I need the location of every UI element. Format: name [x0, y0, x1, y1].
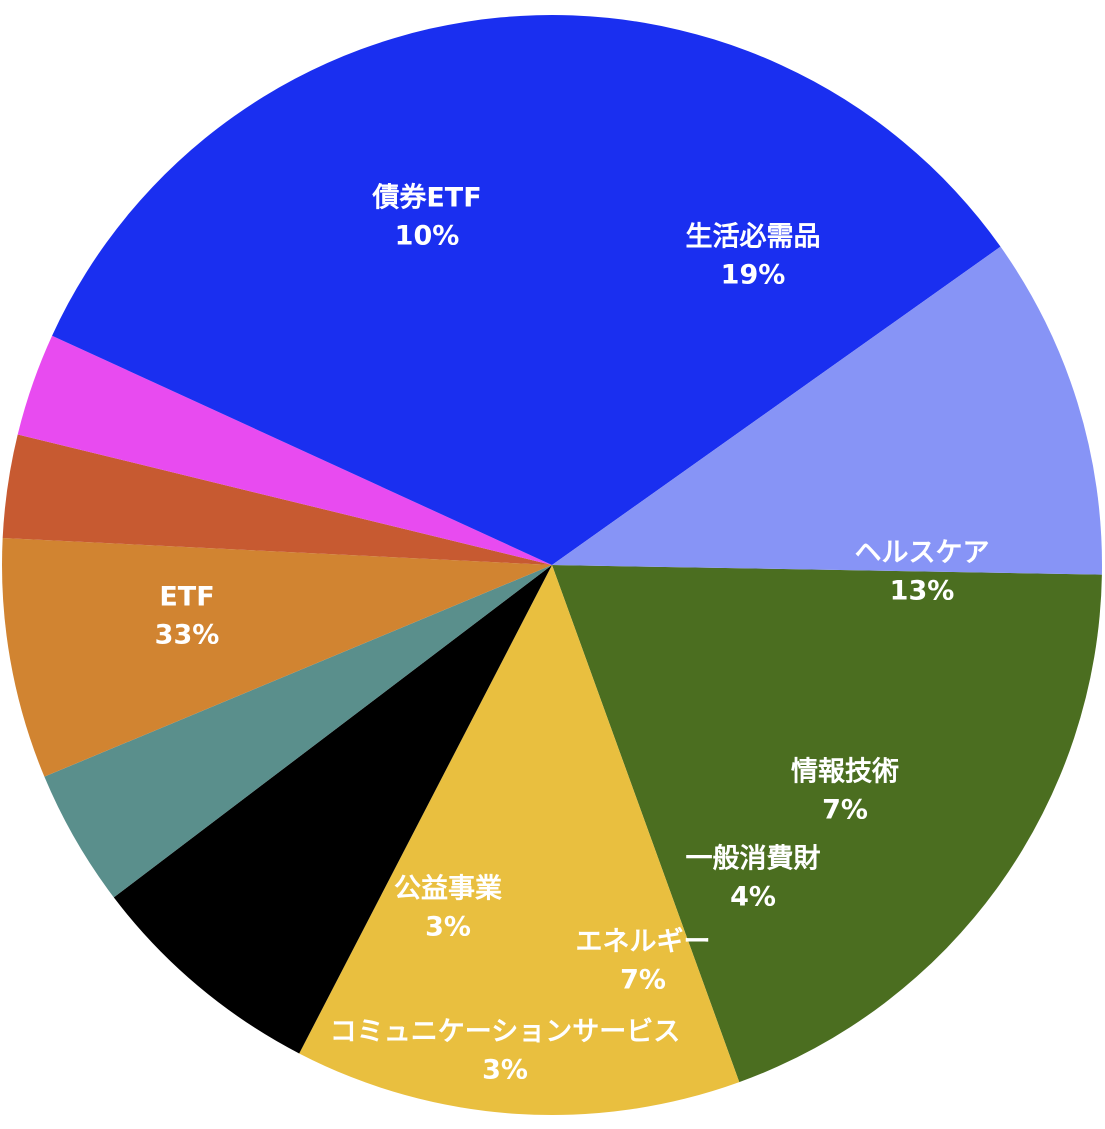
slice-percent-label: 13% — [890, 576, 955, 607]
slice-percent-label: 4% — [730, 882, 776, 913]
slice-percent-label: 7% — [822, 795, 868, 826]
slice-percent-label: 19% — [721, 260, 786, 291]
slice-percent-label: 33% — [155, 620, 220, 651]
slice-percent-label: 7% — [620, 965, 666, 996]
slice-name-label: 債券ETF — [371, 182, 481, 214]
pie-slice — [44, 565, 553, 898]
pie-slice — [2, 434, 553, 565]
pie-slice — [17, 335, 552, 565]
slice-name-label: 一般消費財 — [686, 843, 821, 875]
pie-slice — [52, 15, 1001, 566]
pie-slice — [552, 565, 1102, 1083]
slice-percent-label: 10% — [395, 221, 460, 252]
slice-name-label: コミュニケーションサービス — [330, 1017, 680, 1048]
slice-name-label: ETF — [159, 582, 214, 613]
slice-percent-label: 3% — [482, 1055, 528, 1086]
pie-slice — [299, 565, 740, 1116]
slice-percent-label: 3% — [425, 912, 471, 943]
slice-name-label: 公益事業 — [394, 874, 502, 905]
pie-slice — [113, 565, 553, 1054]
pie-slice — [552, 246, 1103, 575]
slice-name-label: エネルギー — [576, 927, 711, 958]
pie-slice — [2, 537, 552, 777]
slice-name-label: ヘルスケア — [855, 538, 990, 569]
slice-name-label: 情報技術 — [791, 757, 899, 788]
slice-name-label: 生活必需品 — [686, 222, 821, 253]
